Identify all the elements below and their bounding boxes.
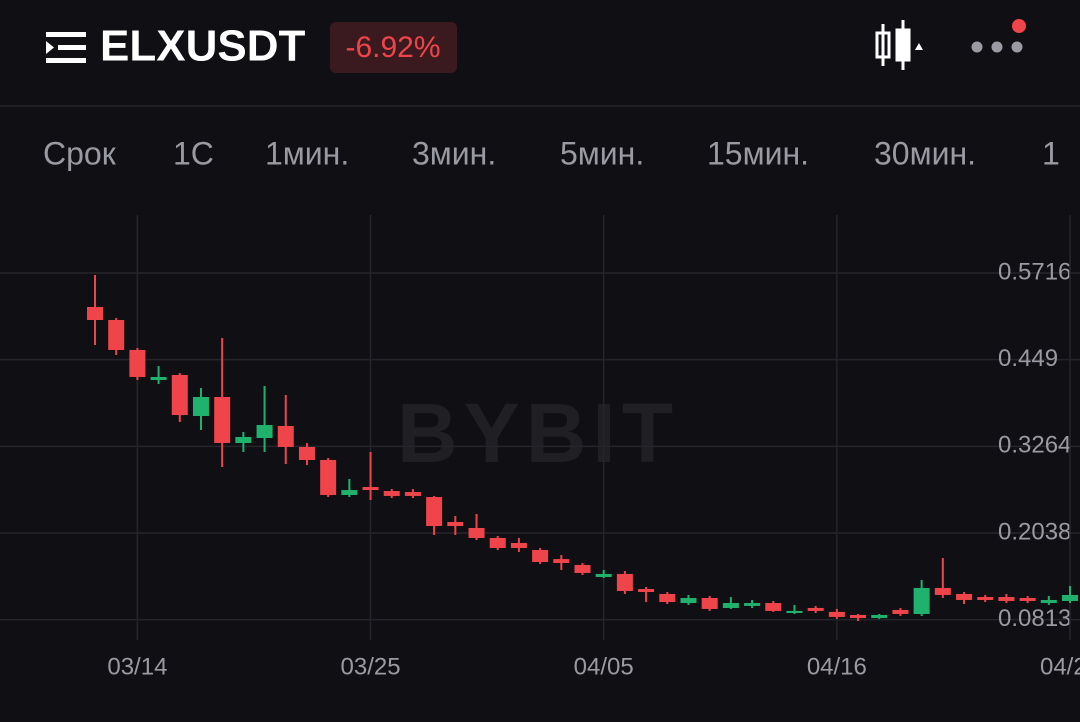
candle-body <box>192 396 209 417</box>
candle-body <box>1019 598 1036 601</box>
candle-body <box>171 375 188 416</box>
candle-body <box>468 528 485 538</box>
candle-body <box>977 597 994 600</box>
menu-arrow <box>46 41 54 54</box>
candle-body <box>744 603 761 606</box>
y-tick-label: 0.449 <box>998 345 1058 372</box>
candle-body <box>150 376 167 381</box>
timeframe-tab[interactable]: 1мин. <box>265 135 349 171</box>
symbol[interactable]: ELXUSDT <box>100 22 305 71</box>
more-menu[interactable] <box>971 19 1027 53</box>
y-tick-label: 0.0813 <box>998 605 1071 632</box>
timeframe-tab[interactable]: Срок <box>43 135 117 171</box>
candle-body <box>447 521 464 527</box>
candle-body <box>574 564 591 573</box>
candle-body <box>595 573 612 578</box>
candle-body <box>362 486 379 491</box>
watermark: BYBIT <box>397 386 679 480</box>
chart: 0.0813 0.2038 0.3264 0.449 0.5716 03/14 03/25 0… <box>0 215 1080 680</box>
candle-body <box>404 492 421 496</box>
candle-body <box>298 446 315 460</box>
candle-body <box>383 491 400 496</box>
candle-body <box>214 396 231 444</box>
icon-body <box>875 31 891 59</box>
menu-bar <box>46 58 86 63</box>
change-badge <box>330 22 457 73</box>
x-tick-label: 04/05 <box>574 653 634 680</box>
candle-body <box>680 598 697 604</box>
menu-icon[interactable] <box>46 32 86 63</box>
candle-body <box>638 589 655 592</box>
candle-body <box>956 593 973 600</box>
timeframe-tab[interactable]: 1С <box>173 135 214 171</box>
dot <box>991 41 1003 53</box>
dot <box>1011 41 1023 53</box>
candle-body <box>934 587 951 595</box>
icon-body <box>895 28 911 62</box>
x-tick-label: 04/16 <box>807 653 867 680</box>
candle-body <box>701 598 718 609</box>
x-tick-label: 03/25 <box>341 653 401 680</box>
candle-body <box>807 607 824 611</box>
candle-body <box>320 459 337 495</box>
candle-body <box>87 306 103 320</box>
candle-body <box>341 490 358 495</box>
candle-body <box>892 609 909 614</box>
candle-body <box>235 437 252 444</box>
candle-body <box>850 614 867 619</box>
x-tick-label: 03/14 <box>107 653 167 680</box>
candle-body <box>510 542 527 549</box>
timeframe-tab[interactable]: 15мин. <box>707 135 809 171</box>
y-tick-label: 0.5716 <box>998 258 1071 285</box>
candle-body <box>616 573 633 592</box>
candle-body <box>871 614 888 619</box>
dot <box>971 41 983 53</box>
candle-body <box>722 603 739 608</box>
candle-body <box>786 610 803 613</box>
candle-body <box>553 559 570 564</box>
candle-body <box>256 424 273 438</box>
candle-body <box>277 425 294 447</box>
candle-body <box>828 611 845 617</box>
timeframe-tab[interactable]: 3мин. <box>412 135 496 171</box>
timeframe-tab[interactable]: 5мин. <box>560 135 644 171</box>
candle-body <box>108 319 125 350</box>
menu-bar <box>46 32 86 37</box>
candle-body <box>765 603 782 611</box>
x-tick-label: 04/27 <box>1040 653 1080 680</box>
timeframe-tab[interactable]: 1 <box>1042 135 1060 171</box>
icon-caret <box>915 43 923 50</box>
menu-bar <box>58 45 86 50</box>
candle-body <box>129 349 146 377</box>
candle-body <box>659 593 676 603</box>
y-tick-label: 0.2038 <box>998 518 1071 545</box>
timeframe-tabs: Срок 1С 1мин. 3мин. 5мин. 15мин. 30мин. 1 <box>43 135 1060 171</box>
candle-body <box>489 537 506 549</box>
chart-type-icon[interactable] <box>875 20 923 70</box>
y-tick-label: 0.3264 <box>998 432 1071 459</box>
candle-body <box>532 549 549 563</box>
timeframe-tab[interactable]: 30мин. <box>874 135 976 171</box>
notification-dot <box>1012 19 1026 33</box>
candle-body <box>998 597 1015 601</box>
candle-body <box>1040 599 1057 604</box>
price-change: -6.92% <box>345 31 440 64</box>
candle-body <box>1062 594 1078 601</box>
candle-body <box>426 497 443 527</box>
candle-body <box>913 587 930 614</box>
